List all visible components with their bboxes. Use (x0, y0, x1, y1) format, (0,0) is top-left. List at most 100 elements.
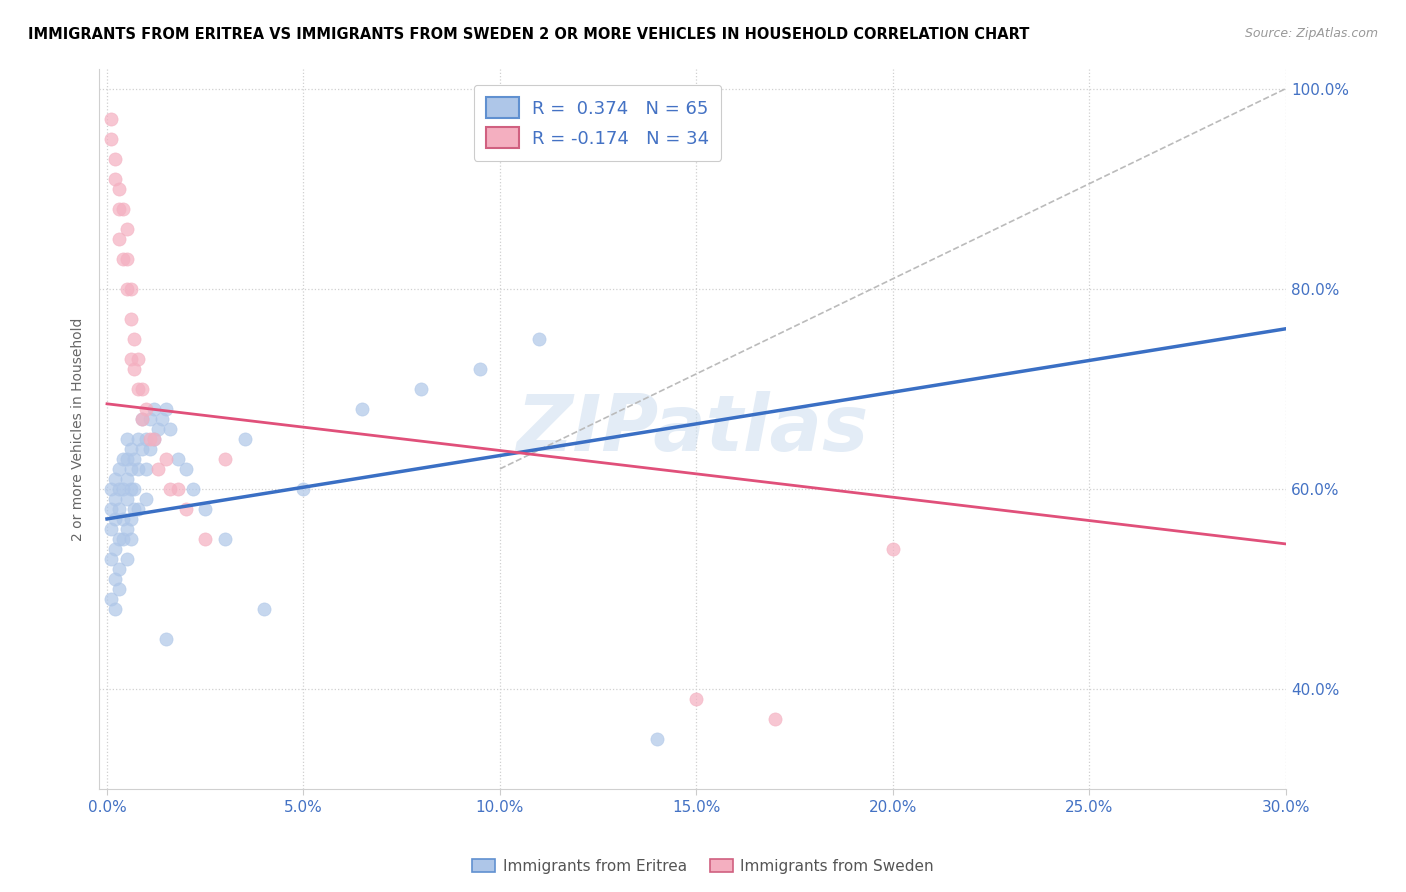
Text: ZIPatlas: ZIPatlas (516, 391, 869, 467)
Point (111, 252, 134, 266)
Point (107, 562, 129, 576)
Point (107, 181, 129, 195)
Point (115, 282, 138, 296)
Point (131, 382, 153, 396)
Point (111, 202, 134, 216)
Point (111, 512, 134, 526)
Point (100, 482, 122, 496)
Point (120, 512, 142, 526)
Point (127, 432, 149, 446)
Point (115, 252, 138, 266)
Point (104, 491, 127, 506)
Point (763, 712, 786, 726)
Point (174, 462, 197, 476)
Point (131, 442, 153, 456)
Point (104, 472, 127, 486)
Point (115, 221, 138, 235)
Point (120, 532, 142, 546)
Point (233, 432, 256, 446)
Point (127, 351, 149, 366)
Point (645, 732, 668, 747)
Legend: Immigrants from Eritrea, Immigrants from Sweden: Immigrants from Eritrea, Immigrants from… (465, 853, 941, 880)
Point (104, 152, 127, 166)
Point (143, 432, 166, 446)
Point (146, 422, 169, 436)
Point (150, 412, 173, 426)
Text: Source: ZipAtlas.com: Source: ZipAtlas.com (1244, 27, 1378, 40)
Point (166, 482, 188, 496)
Point (107, 502, 129, 516)
Point (352, 401, 374, 416)
Point (100, 592, 122, 607)
Point (115, 451, 138, 466)
Point (111, 532, 134, 546)
Point (183, 482, 205, 496)
Point (155, 401, 177, 416)
Point (107, 482, 129, 496)
Point (124, 332, 146, 346)
Point (120, 282, 142, 296)
Point (124, 502, 146, 516)
Point (115, 472, 138, 486)
Point (194, 502, 217, 516)
Point (111, 451, 134, 466)
Point (155, 451, 177, 466)
Point (155, 632, 177, 646)
Point (115, 432, 138, 446)
Point (135, 432, 157, 446)
Point (214, 532, 236, 546)
Point (127, 462, 149, 476)
Point (107, 462, 129, 476)
Point (107, 532, 129, 546)
Point (107, 582, 129, 596)
Point (159, 482, 181, 496)
Point (104, 541, 127, 556)
Point (120, 311, 142, 326)
Point (882, 541, 904, 556)
Point (111, 482, 134, 496)
Point (115, 552, 138, 566)
Point (127, 382, 149, 396)
Point (104, 602, 127, 616)
Point (120, 462, 142, 476)
Point (124, 451, 146, 466)
Point (131, 412, 153, 426)
Point (253, 602, 276, 616)
Point (166, 451, 188, 466)
Legend: R =  0.374   N = 65, R = -0.174   N = 34: R = 0.374 N = 65, R = -0.174 N = 34 (474, 85, 721, 161)
Point (146, 462, 169, 476)
Point (214, 451, 236, 466)
Point (100, 552, 122, 566)
Point (139, 442, 162, 456)
Point (115, 522, 138, 536)
Point (292, 482, 315, 496)
Point (135, 401, 157, 416)
Point (104, 572, 127, 586)
Point (100, 131, 122, 145)
Point (529, 332, 551, 346)
Y-axis label: 2 or more Vehicles in Household: 2 or more Vehicles in Household (72, 318, 86, 541)
Point (411, 382, 433, 396)
Point (115, 491, 138, 506)
Point (100, 112, 122, 126)
Point (120, 482, 142, 496)
Point (100, 522, 122, 536)
Point (120, 442, 142, 456)
Point (139, 412, 162, 426)
Point (174, 502, 197, 516)
Point (131, 412, 153, 426)
Point (143, 401, 166, 416)
Point (104, 512, 127, 526)
Point (100, 502, 122, 516)
Point (470, 361, 492, 376)
Point (124, 361, 146, 376)
Point (159, 422, 181, 436)
Point (107, 202, 129, 216)
Point (124, 482, 146, 496)
Point (139, 432, 162, 446)
Point (107, 232, 129, 246)
Point (104, 171, 127, 186)
Point (120, 351, 142, 366)
Point (194, 532, 217, 546)
Point (135, 462, 157, 476)
